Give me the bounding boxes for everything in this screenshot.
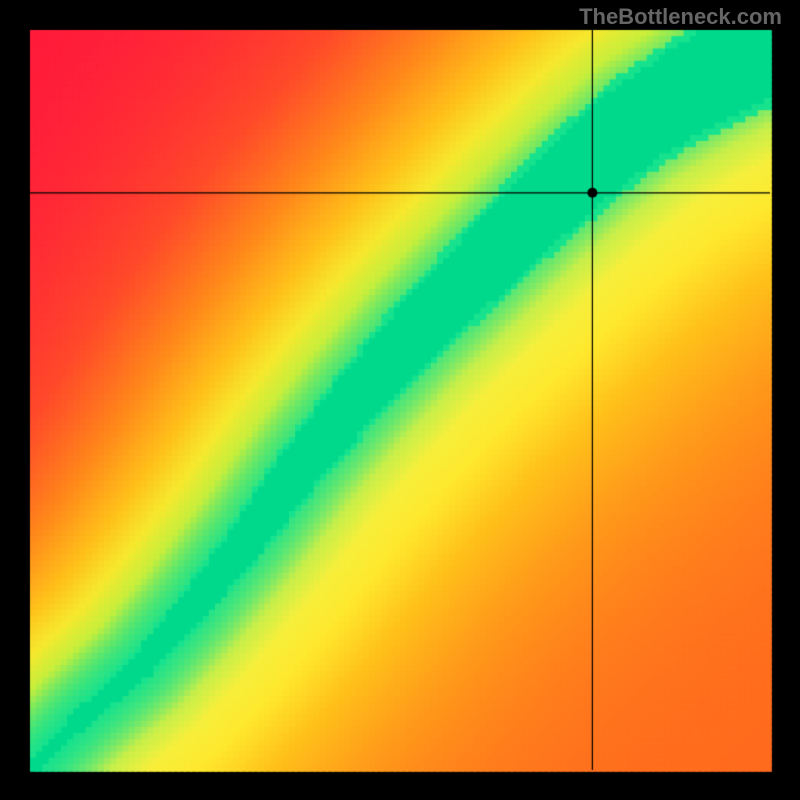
chart-container: TheBottleneck.com	[0, 0, 800, 800]
heatmap-canvas	[0, 0, 800, 800]
watermark-text: TheBottleneck.com	[579, 4, 782, 30]
